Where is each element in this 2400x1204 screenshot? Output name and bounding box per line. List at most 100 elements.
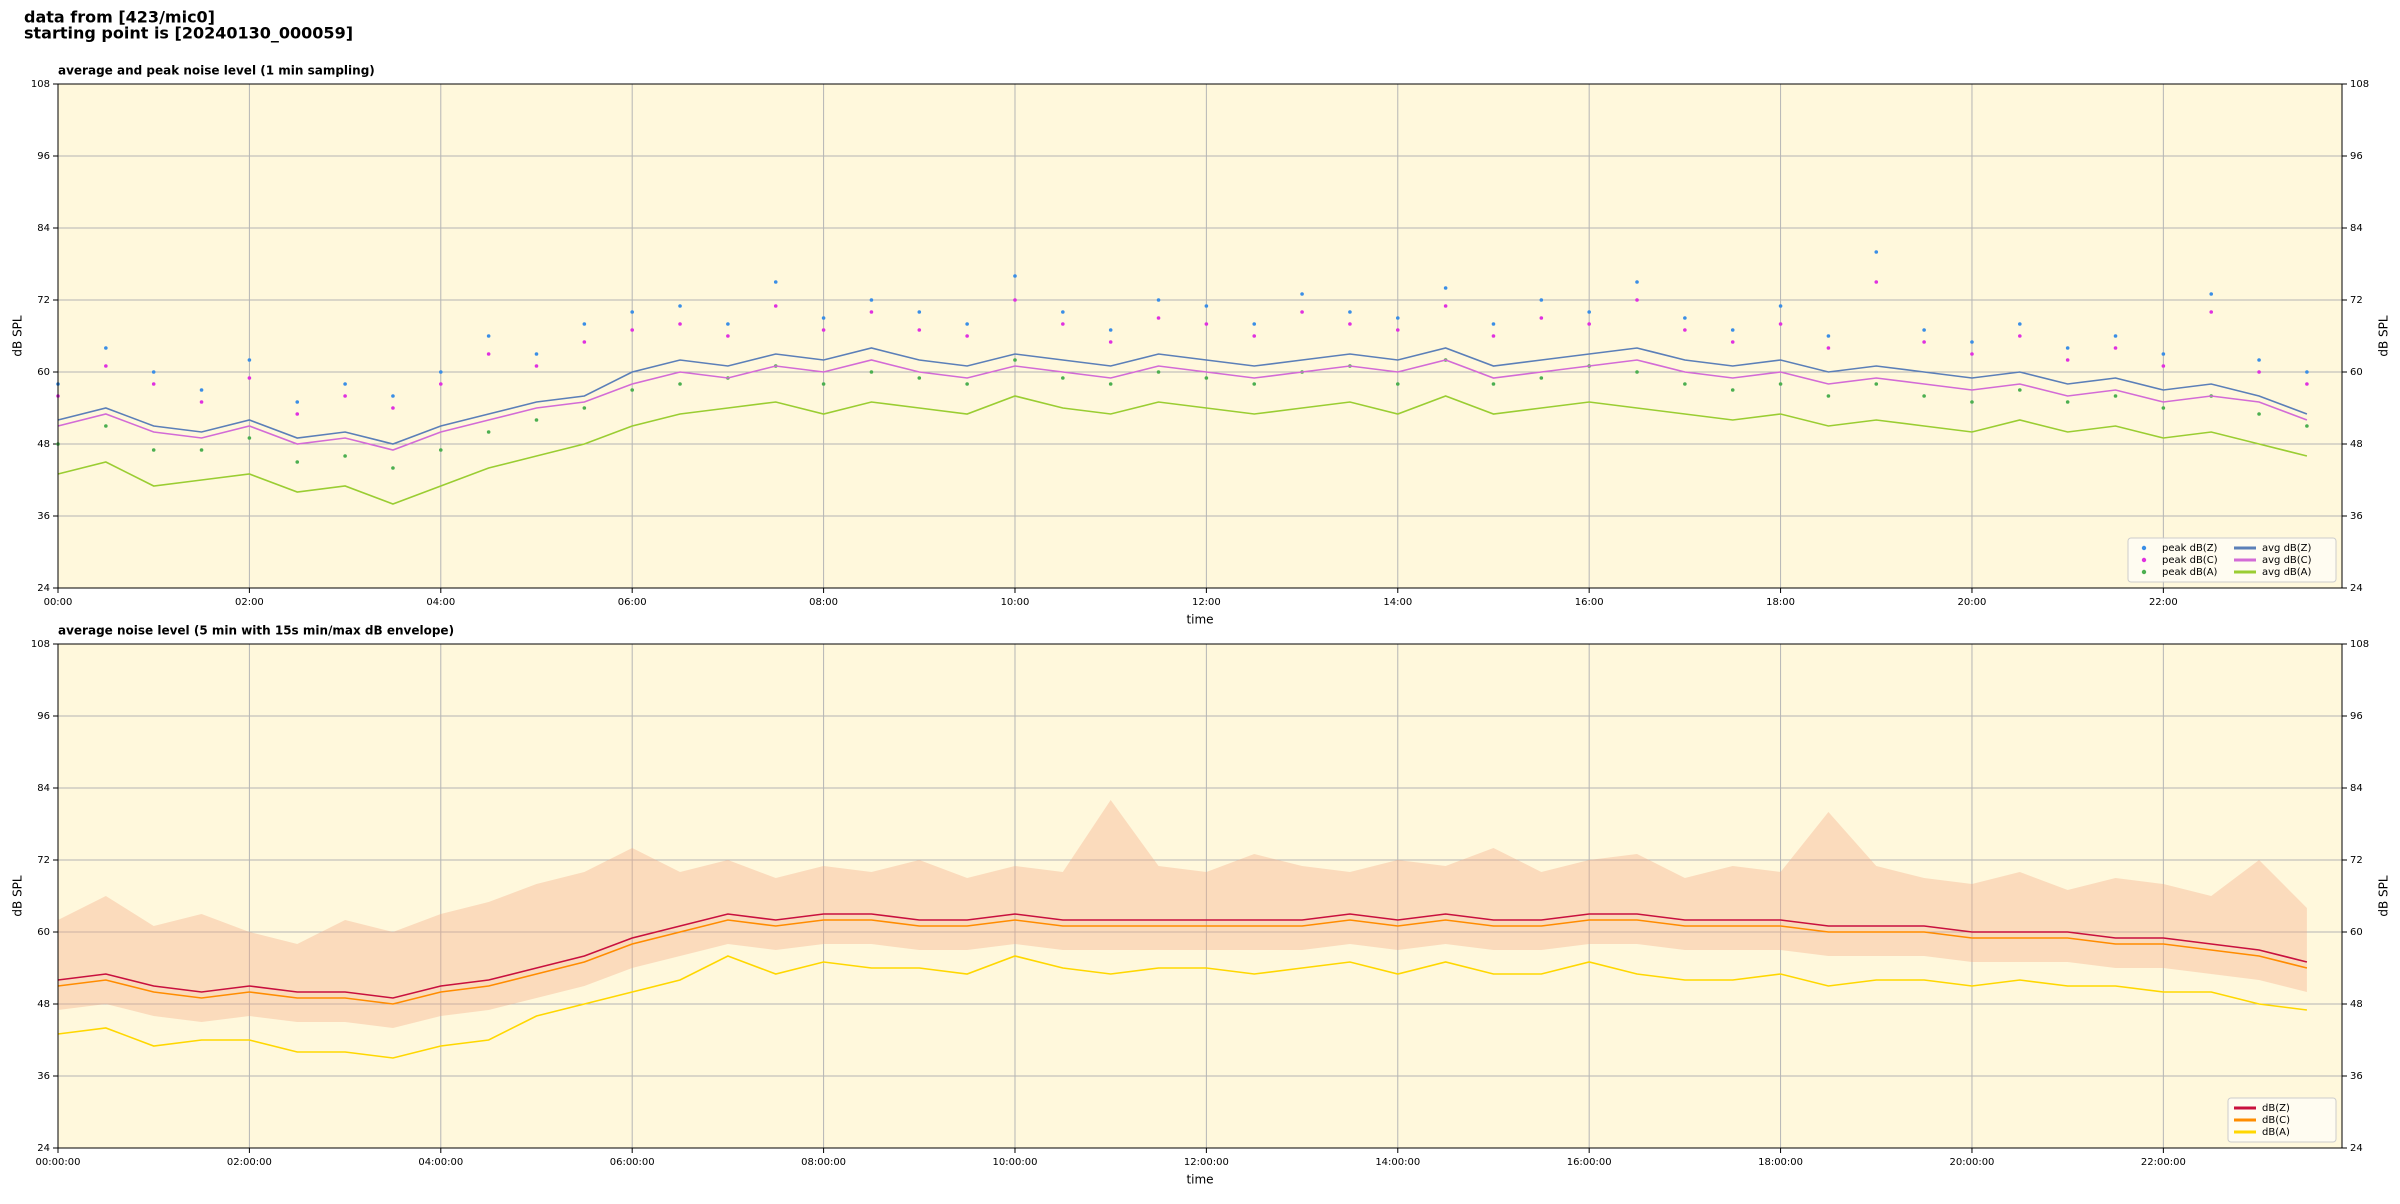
peak-dot (1778, 304, 1783, 308)
peak-dot (1156, 316, 1161, 320)
peak-dot (295, 400, 300, 404)
peak-dot (1013, 298, 1017, 302)
y-tick-label: 72 (2350, 855, 2363, 866)
x-tick-label: 12:00 (1192, 597, 1221, 608)
legend-box (2127, 537, 2337, 583)
peak-dot (1587, 322, 1591, 326)
peak-dot (965, 334, 969, 338)
peak-dot (965, 322, 969, 326)
peak-dot (1826, 394, 1831, 398)
peak-dot (1348, 310, 1352, 314)
peak-dot (2161, 352, 2166, 356)
y-tick-label: 24 (2350, 583, 2363, 594)
plot-area (58, 644, 2342, 1148)
peak-dot (821, 316, 826, 320)
peak-dot (2018, 334, 2022, 338)
y-tick-label: 96 (37, 711, 50, 722)
y-tick-label: 84 (37, 783, 50, 794)
peak-dot (1300, 292, 1304, 296)
peak-dot (1922, 340, 1926, 344)
peak-dot (1922, 394, 1926, 398)
peak-dot (1539, 298, 1544, 302)
peak-dot (1108, 328, 1113, 332)
y-tick-label: 108 (31, 639, 50, 650)
peak-dot (199, 388, 204, 392)
x-tick-label: 16:00:00 (1567, 1157, 1612, 1168)
peak-dot (1635, 370, 1639, 374)
peak-dot (1778, 322, 1783, 326)
peak-dot (1491, 334, 1496, 338)
peak-dot (1395, 328, 1400, 332)
peak-dot (965, 382, 969, 386)
peak-dot (1730, 328, 1735, 332)
x-tick-label: 20:00:00 (1950, 1157, 1995, 1168)
peak-dot (1013, 358, 1017, 362)
y-tick-label: 36 (2350, 511, 2363, 522)
peak-dot (151, 448, 156, 452)
peak-dot (438, 370, 443, 374)
x-tick-label: 00:00 (44, 597, 73, 608)
y-axis-label: dB SPL (11, 315, 25, 357)
legend-label: dB(Z) (2262, 1103, 2290, 1114)
peak-dot (486, 352, 491, 356)
x-tick-label: 08:00:00 (801, 1157, 846, 1168)
peak-dot (582, 340, 587, 344)
peak-dot (821, 328, 826, 332)
peak-dot (486, 430, 491, 434)
y-tick-label: 48 (37, 999, 50, 1010)
chart-title: average and peak noise level (1 min samp… (58, 64, 375, 78)
peak-dot (2065, 358, 2070, 362)
peak-dot (2018, 322, 2022, 326)
peak-dot (1491, 322, 1496, 326)
peak-dot (678, 382, 682, 386)
peak-dot (1874, 382, 1879, 386)
x-tick-label: 20:00 (1958, 597, 1987, 608)
peak-dot (343, 382, 347, 386)
peak-dot (1061, 376, 1065, 380)
x-tick-label: 02:00:00 (227, 1157, 272, 1168)
peak-dot (678, 322, 682, 326)
x-tick-label: 22:00 (2149, 597, 2178, 608)
y-axis-label: dB SPL (2377, 315, 2391, 357)
peak-dot (151, 382, 156, 386)
chart: average and peak noise level (1 min samp… (11, 64, 2391, 627)
y-tick-label: 24 (37, 583, 50, 594)
peak-dot (1443, 304, 1448, 308)
y-tick-label: 36 (37, 1071, 50, 1082)
plot-frame (57, 643, 2343, 1149)
series-line (57, 913, 2308, 999)
peak-dot (1061, 322, 1065, 326)
y-tick-label: 108 (2350, 79, 2369, 90)
peak-dot (1970, 352, 1974, 356)
y-tick-label: 96 (2350, 711, 2363, 722)
legend-label: avg dB(C) (2262, 555, 2312, 566)
plot-frame (57, 83, 2343, 589)
x-tick-label: 02:00 (235, 597, 264, 608)
peak-dot (247, 376, 252, 380)
peak-dot (726, 322, 730, 326)
peak-dot (1683, 328, 1687, 332)
peak-dot (295, 460, 300, 464)
x-tick-label: 10:00 (1001, 597, 1030, 608)
peak-dot (1443, 286, 1448, 290)
x-tick-label: 04:00:00 (418, 1157, 463, 1168)
series-line (57, 919, 2308, 1005)
legend-label: dB(A) (2262, 1127, 2290, 1138)
peak-dot (247, 358, 252, 362)
peak-dot (1108, 340, 1113, 344)
peak-dot (678, 304, 682, 308)
peak-dot (2161, 364, 2166, 368)
peak-dot (295, 412, 300, 416)
y-tick-label: 72 (37, 295, 50, 306)
peak-dot (1874, 250, 1879, 254)
plot-area (58, 84, 2342, 588)
peak-dot (2257, 358, 2261, 362)
peak-dot (2305, 424, 2309, 428)
x-tick-label: 06:00 (618, 597, 647, 608)
y-tick-label: 108 (2350, 639, 2369, 650)
peak-dot (1635, 298, 1639, 302)
peak-dot (1874, 280, 1879, 284)
y-tick-label: 36 (37, 511, 50, 522)
y-tick-label: 36 (2350, 1071, 2363, 1082)
peak-dot (2305, 370, 2309, 374)
